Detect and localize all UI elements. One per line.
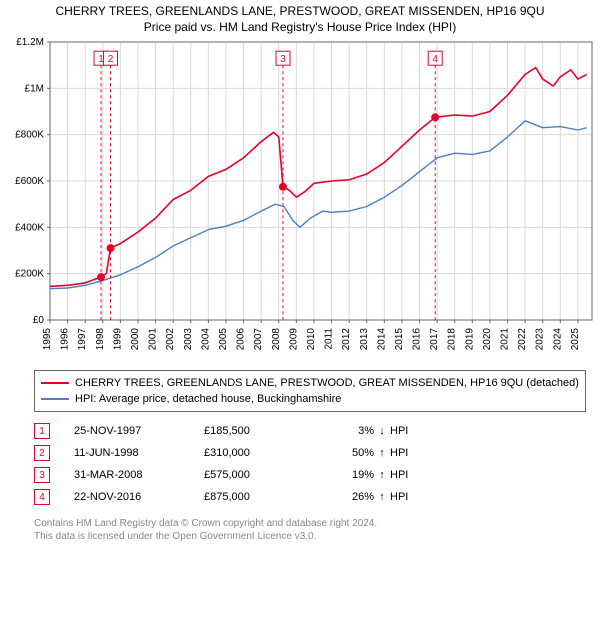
svg-text:1998: 1998 [95,328,106,351]
sale-price: £575,000 [204,469,314,481]
arrow-up-icon: ↑ [374,491,390,503]
sale-delta: 19% [314,469,374,481]
title-address: CHERRY TREES, GREENLANDS LANE, PRESTWOOD… [8,4,592,18]
svg-text:2016: 2016 [412,328,423,351]
sale-row: 3 31-MAR-2008£575,00019%↑HPI [34,464,586,486]
legend-swatch [41,382,69,384]
svg-text:2009: 2009 [288,328,299,351]
svg-text:2001: 2001 [148,328,159,351]
svg-text:£1M: £1M [25,83,44,94]
svg-text:£600K: £600K [15,176,44,187]
sale-date: 22-NOV-2016 [74,491,204,503]
svg-text:2007: 2007 [253,328,264,351]
sale-row: 2 11-JUN-1998£310,00050%↑HPI [34,442,586,464]
svg-text:2024: 2024 [552,328,563,351]
title-subtitle: Price paid vs. HM Land Registry's House … [8,20,592,34]
svg-text:2019: 2019 [464,328,475,351]
sale-badge: 2 [34,445,50,461]
legend-swatch [41,398,69,400]
chart-svg: £0 £200K £400K £600K £800K £1M £1.2M 1995 1996 19… [0,36,600,366]
footer-line1: Contains HM Land Registry data © Crown c… [34,518,586,531]
svg-text:2005: 2005 [218,328,229,351]
svg-text:2003: 2003 [183,328,194,351]
title-block: CHERRY TREES, GREENLANDS LANE, PRESTWOOD… [0,0,600,36]
arrow-up-icon: ↑ [374,447,390,459]
legend: CHERRY TREES, GREENLANDS LANE, PRESTWOOD… [34,370,586,412]
arrow-down-icon: ↓ [374,425,390,437]
legend-row: HPI: Average price, detached house, Buck… [41,391,579,407]
svg-text:£400K: £400K [15,222,44,233]
figure-root: CHERRY TREES, GREENLANDS LANE, PRESTWOOD… [0,0,600,543]
svg-text:2004: 2004 [200,328,211,351]
sale-delta: 26% [314,491,374,503]
svg-text:£200K: £200K [15,269,44,280]
sale-price: £310,000 [204,447,314,459]
svg-text:3: 3 [280,54,286,65]
svg-text:£0: £0 [33,315,45,326]
svg-text:2017: 2017 [429,328,440,351]
sales-table: 125-NOV-1997£185,5003%↓HPI211-JUN-1998£3… [34,420,586,508]
svg-text:£800K: £800K [15,130,44,141]
svg-text:1997: 1997 [77,328,88,351]
svg-text:2000: 2000 [130,328,141,351]
legend-label: HPI: Average price, detached house, Buck… [75,393,341,405]
sale-hpi-label: HPI [390,469,420,481]
svg-text:2010: 2010 [306,328,317,351]
sale-date: 31-MAR-2008 [74,469,204,481]
svg-text:2014: 2014 [376,328,387,351]
svg-text:£1.2M: £1.2M [16,37,44,48]
sale-hpi-label: HPI [390,491,420,503]
legend-label: CHERRY TREES, GREENLANDS LANE, PRESTWOOD… [75,377,579,389]
svg-text:2022: 2022 [517,328,528,351]
svg-text:2002: 2002 [165,328,176,351]
svg-text:2015: 2015 [394,328,405,351]
svg-text:2006: 2006 [236,328,247,351]
sale-row: 4 22-NOV-2016£875,00026%↑HPI [34,486,586,508]
sale-price: £185,500 [204,425,314,437]
sale-date: 25-NOV-1997 [74,425,204,437]
sale-hpi-label: HPI [390,425,420,437]
sale-delta: 3% [314,425,374,437]
svg-text:2008: 2008 [271,328,282,351]
svg-text:2018: 2018 [447,328,458,351]
footer-line2: This data is licensed under the Open Gov… [34,531,586,544]
sale-delta: 50% [314,447,374,459]
svg-text:2020: 2020 [482,328,493,351]
sale-price: £875,000 [204,491,314,503]
chart-area: £0 £200K £400K £600K £800K £1M £1.2M 1995 1996 19… [0,36,600,366]
sale-badge: 4 [34,489,50,505]
sale-hpi-label: HPI [390,447,420,459]
svg-text:2: 2 [108,54,114,65]
svg-text:1996: 1996 [60,328,71,351]
svg-text:2025: 2025 [570,328,581,351]
svg-text:2013: 2013 [359,328,370,351]
svg-text:1999: 1999 [112,328,123,351]
svg-text:2012: 2012 [341,328,352,351]
sale-date: 11-JUN-1998 [74,447,204,459]
svg-text:2023: 2023 [535,328,546,351]
attribution-footer: Contains HM Land Registry data © Crown c… [34,518,586,543]
arrow-up-icon: ↑ [374,469,390,481]
sale-badge: 1 [34,423,50,439]
sale-badge: 3 [34,467,50,483]
svg-text:2021: 2021 [500,328,511,351]
sale-row: 1 25-NOV-1997£185,5003%↓HPI [34,420,586,442]
svg-text:4: 4 [432,54,438,65]
svg-text:1995: 1995 [42,328,53,351]
legend-row: CHERRY TREES, GREENLANDS LANE, PRESTWOOD… [41,375,579,391]
svg-text:2011: 2011 [324,328,335,350]
